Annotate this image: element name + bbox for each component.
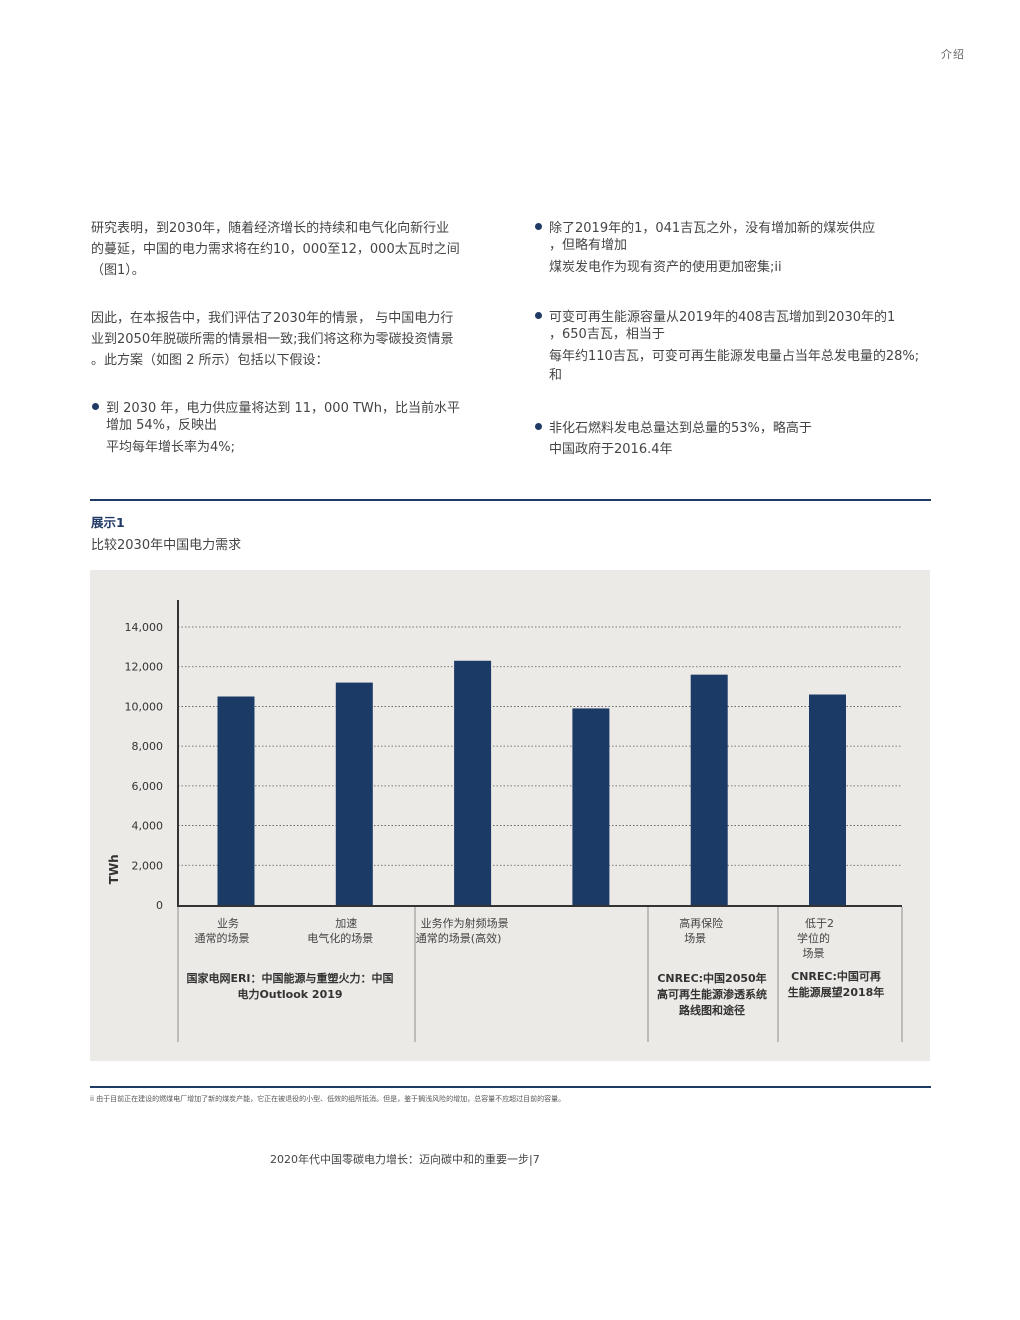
bar [690,674,728,905]
y-tick-label: 8,000 [132,740,164,753]
y-tick-label: 0 [156,899,163,912]
bullet-icon [535,223,542,230]
category-label: 低于2 [805,917,834,930]
exhibit-title: 比较2030年中国电力需求 [91,538,242,553]
bar [454,660,492,905]
assumption-bullet-supply: 到 2030 年，电力供应量将达到 11，000 TWh，比当前水平 增加 54… [106,401,461,455]
source-label: 国家电网ERI：中国能源与重塑火力：中国 [186,971,393,985]
scenario-paragraph: 因此，在本报告中，我们评估了2030年的情景， 与中国电力行 业到2050年脱碳… [91,311,454,368]
category-label: 电气化的场景 [307,931,373,945]
bullet-icon [92,403,99,410]
source-label: 路线图和途径 [679,1003,745,1017]
assumption-bullet-coal: 除了2019年的1，041吉瓦之外，没有增加新的煤炭供应 ，但略有增加 煤炭发电… [549,221,876,275]
source-label: CNREC:中国可再 [791,969,881,983]
category-label: 学位的 [797,931,830,945]
bullet-icon [535,312,542,319]
assumption-bullet-renewables: 可变可再生能源容量从2019年的408吉瓦增加到2030年的1 ，650吉瓦，相… [549,310,920,383]
bar [572,708,610,905]
source-label: CNREC:中国2050年 [657,971,766,985]
y-tick-label: 6,000 [132,780,164,793]
category-label: 业务 [217,917,239,930]
bar [809,694,846,905]
y-tick-label: 2,000 [132,859,164,872]
category-label: 加速 [335,917,357,930]
exhibit-label: 展示1 [91,515,125,530]
y-axis-label: TWh [107,854,121,884]
y-tick-label: 4,000 [132,820,164,833]
exhibit-divider [90,499,931,501]
bullet-icon [535,423,542,430]
y-tick-label: 10,000 [125,700,164,713]
source-label: 电力Outlook 2019 [237,987,342,1001]
category-label: 通常的场景 [195,931,250,945]
category-label: 场景 [803,946,825,960]
y-tick-label: 12,000 [125,661,164,674]
source-label: 高可再生能源渗透系统 [657,987,767,1001]
category-label: 通常的场景(高效) [416,931,502,945]
category-label: 场景 [684,931,706,945]
section-label: 介绍 [941,48,965,61]
bar-chart: 0 2,000 4,000 6,000 8,000 10,000 12,000 14,000 T… [107,600,903,1042]
source-label: 生能源展望2018年 [788,985,885,999]
page-footer: 2020年代中国零碳电力增长：迈向碳中和的重要一步|7 [270,1153,540,1166]
bar [217,696,255,905]
footnote: ii 由于目前正在建设的燃煤电厂增加了新的煤炭产能，它正在被退役的小型、低效的组… [90,1095,566,1103]
category-label: 高再保险 [679,916,723,930]
bar [335,682,373,905]
chart-panel: 0 2,000 4,000 6,000 8,000 10,000 12,000 14,000 T… [90,570,930,1061]
intro-paragraph: 研究表明，到2030年，随着经济增长的持续和电气化向新行业 的蔓延，中国的电力需… [91,221,460,278]
category-label: 业务作为射频场景 [421,916,509,930]
assumption-bullet-nonfossil: 非化石燃料发电总量达到总量的53%，略高于 中国政府于2016.4年 [549,421,812,457]
footnote-divider [90,1086,931,1088]
y-tick-label: 14,000 [125,621,164,634]
